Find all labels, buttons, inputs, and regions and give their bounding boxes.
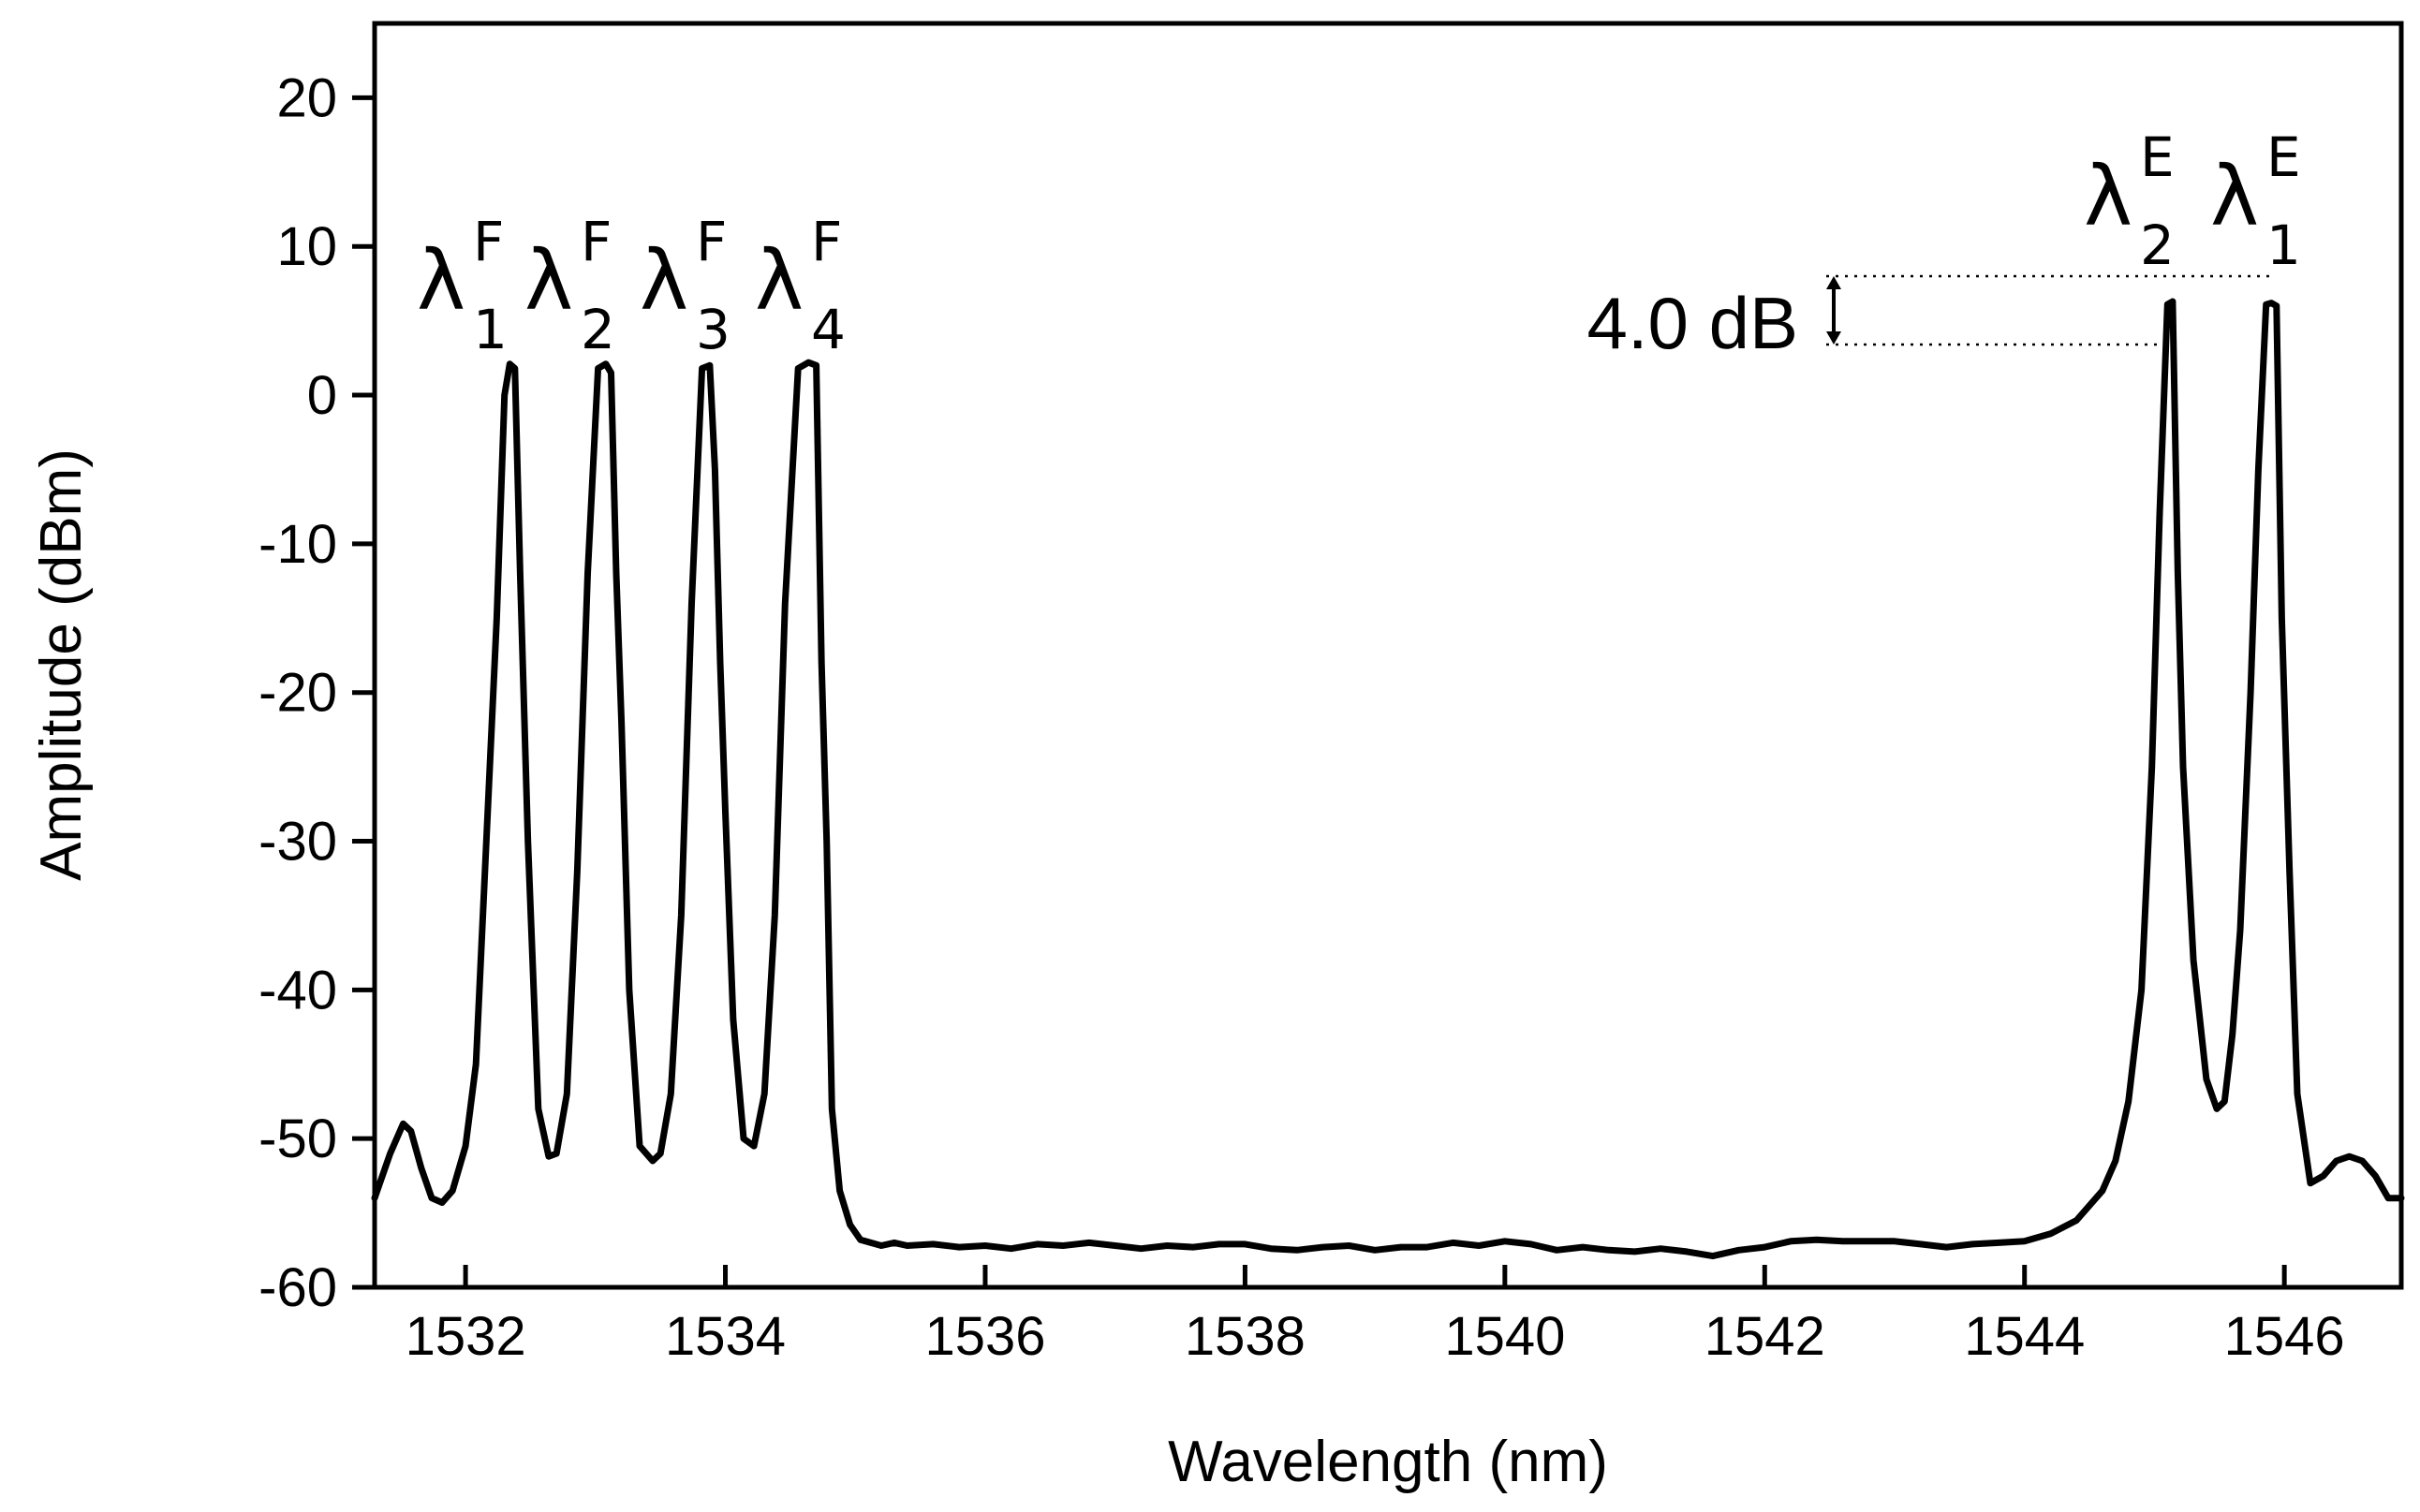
- peak-label: λ F 3: [640, 210, 730, 361]
- peak-label: λ F 2: [524, 210, 615, 361]
- annotation-lines: [1826, 274, 2274, 346]
- x-tick-label: 1546: [2224, 1306, 2345, 1367]
- plot-frame: [372, 21, 2404, 1290]
- y-tick-label: -30: [258, 812, 337, 873]
- x-axis-title: Wavelength (nm): [1168, 1430, 1608, 1494]
- peak-label-superscript: E: [2266, 125, 2301, 189]
- peak-label: λ E 2: [2084, 125, 2175, 277]
- peak-label-subscript: 3: [696, 298, 730, 361]
- x-tick-label: 1538: [1185, 1306, 1306, 1367]
- peak-label-superscript: F: [696, 210, 727, 273]
- peak-label-lambda: λ: [417, 232, 465, 329]
- peak-label-subscript: 4: [811, 298, 846, 361]
- peak-label-lambda: λ: [524, 232, 573, 329]
- peak-label: λ F 1: [417, 210, 508, 361]
- y-tick-label: -40: [258, 960, 337, 1020]
- peak-label-subscript: 1: [2266, 213, 2301, 277]
- x-tick-label: 1536: [924, 1306, 1045, 1367]
- y-tick-label: -20: [258, 663, 337, 724]
- peak-label-subscript: 1: [473, 298, 508, 361]
- arrow-head-down: [1826, 331, 1841, 345]
- series-layer: [371, 298, 2405, 1260]
- peak-label-lambda: λ: [755, 232, 804, 329]
- y-axis-title: Amplitude (dBm): [29, 448, 94, 881]
- x-tick-label: 1532: [406, 1306, 526, 1367]
- peak-label-lambda: λ: [2084, 148, 2132, 244]
- peak-label-lambda: λ: [2210, 148, 2259, 244]
- difference-annotation: 4.0 dB: [1586, 282, 1798, 364]
- peak-label-lambda: λ: [640, 232, 688, 329]
- y-tick-label: 0: [307, 365, 337, 426]
- y-tick-label: -50: [258, 1108, 337, 1169]
- peak-label-superscript: F: [811, 210, 842, 273]
- y-tick-label: -60: [258, 1257, 337, 1318]
- x-tick-label: 1540: [1444, 1306, 1565, 1367]
- y-tick-label: -10: [258, 514, 337, 575]
- peak-label-subscript: 2: [2140, 213, 2175, 277]
- y-tick-label: 20: [276, 67, 337, 128]
- peak-label-superscript: F: [581, 210, 612, 273]
- peak-label-superscript: E: [2140, 125, 2175, 189]
- spectrum-line: [371, 298, 2405, 1260]
- x-tick-label: 1542: [1704, 1306, 1825, 1367]
- arrow-head-up: [1826, 276, 1841, 289]
- axes: 1532 1534 1536 1538 1540 1542 1544 1546 -60 -50 -4…: [258, 67, 2344, 1367]
- peak-label: λ E 1: [2210, 125, 2301, 277]
- y-tick-label: 10: [276, 216, 337, 277]
- peak-label-subscript: 2: [581, 298, 615, 361]
- x-tick-label: 1544: [1964, 1306, 2085, 1367]
- label-layer: λ F1λ F2λ F3λ F4λ E2λ E1: [417, 125, 2301, 361]
- peak-label-superscript: F: [473, 210, 504, 273]
- peak-label: λ F 4: [755, 210, 846, 361]
- x-tick-label: 1534: [665, 1306, 786, 1367]
